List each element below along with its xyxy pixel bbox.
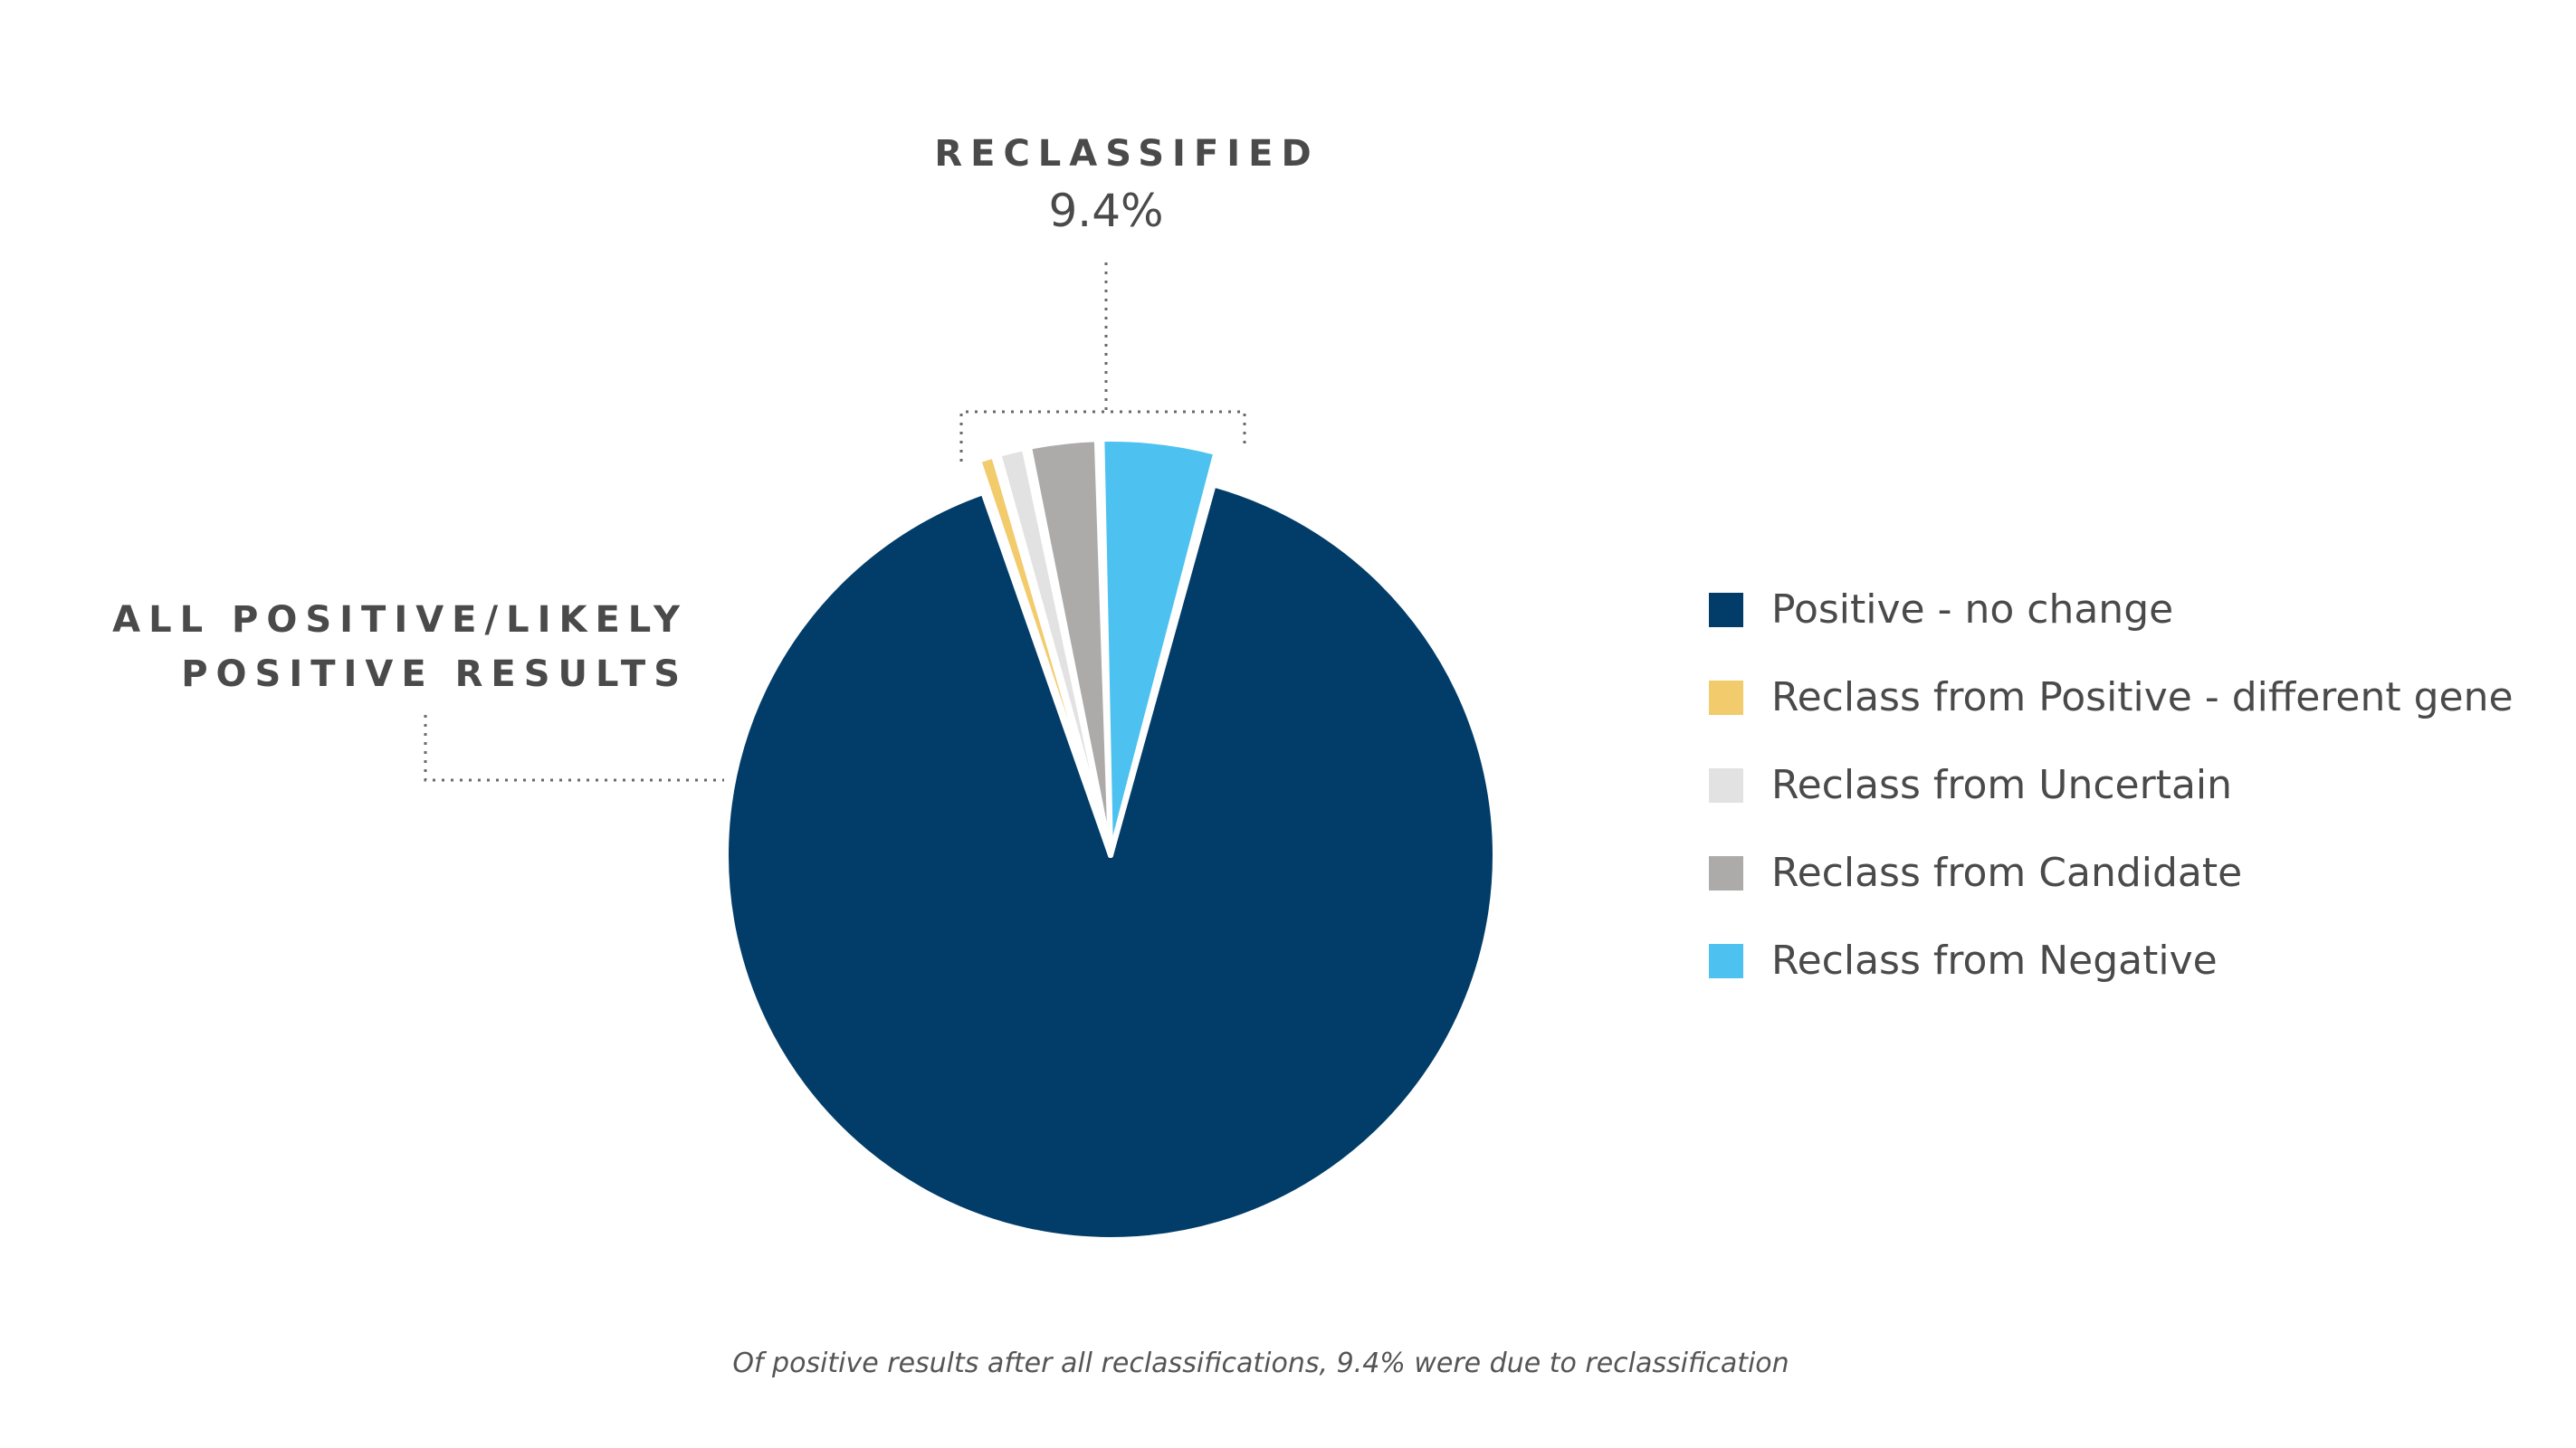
legend-item-positive-no-change: Positive - no change bbox=[1709, 586, 2173, 633]
legend-item-reclass-from-uncertain: Reclass from Uncertain bbox=[1709, 762, 2232, 808]
legend-label: Reclass from Candidate bbox=[1771, 850, 2242, 896]
slice-reclass-from-positive-different-gene bbox=[976, 452, 1113, 858]
legend-swatch bbox=[1709, 681, 1743, 715]
legend-label: Positive - no change bbox=[1771, 586, 2173, 633]
legend-swatch bbox=[1709, 856, 1743, 891]
slice-reclass-from-candidate bbox=[1026, 436, 1113, 858]
slice-reclass-from-negative bbox=[1099, 436, 1219, 858]
all-positive-callout: ALL POSITIVE/LIKELY POSITIVE RESULTS bbox=[112, 599, 724, 782]
all-positive-label-line1: ALL POSITIVE/LIKELY bbox=[112, 599, 688, 641]
reclassified-callout: RECLASSIFIED 9.4% bbox=[934, 133, 1319, 462]
legend-label: Reclass from Uncertain bbox=[1771, 762, 2232, 808]
chart-caption: Of positive results after all reclassifi… bbox=[732, 1348, 1789, 1379]
reclassified-label: RECLASSIFIED bbox=[934, 133, 1319, 175]
reclassified-leader bbox=[959, 262, 1246, 462]
all-positive-leader bbox=[424, 715, 724, 782]
pie-slices bbox=[723, 436, 1498, 1243]
slice-reclass-from-uncertain bbox=[996, 445, 1113, 858]
legend-swatch bbox=[1709, 593, 1743, 627]
all-positive-label-line2: POSITIVE RESULTS bbox=[181, 653, 688, 695]
legend-swatch bbox=[1709, 768, 1743, 803]
reclassified-value: 9.4% bbox=[1048, 185, 1163, 237]
legend-item-reclass-from-candidate: Reclass from Candidate bbox=[1709, 850, 2242, 896]
legend-label: Reclass from Negative bbox=[1771, 938, 2218, 984]
legend-swatch bbox=[1709, 944, 1743, 978]
slice-positive-no-change bbox=[723, 481, 1498, 1243]
legend-item-reclass-from-positive-different-gene: Reclass from Positive - different gene bbox=[1709, 674, 2514, 720]
legend-item-reclass-from-negative: Reclass from Negative bbox=[1709, 938, 2218, 984]
legend: Positive - no change Reclass from Positiv… bbox=[1709, 586, 2514, 984]
legend-label: Reclass from Positive - different gene bbox=[1771, 674, 2514, 720]
